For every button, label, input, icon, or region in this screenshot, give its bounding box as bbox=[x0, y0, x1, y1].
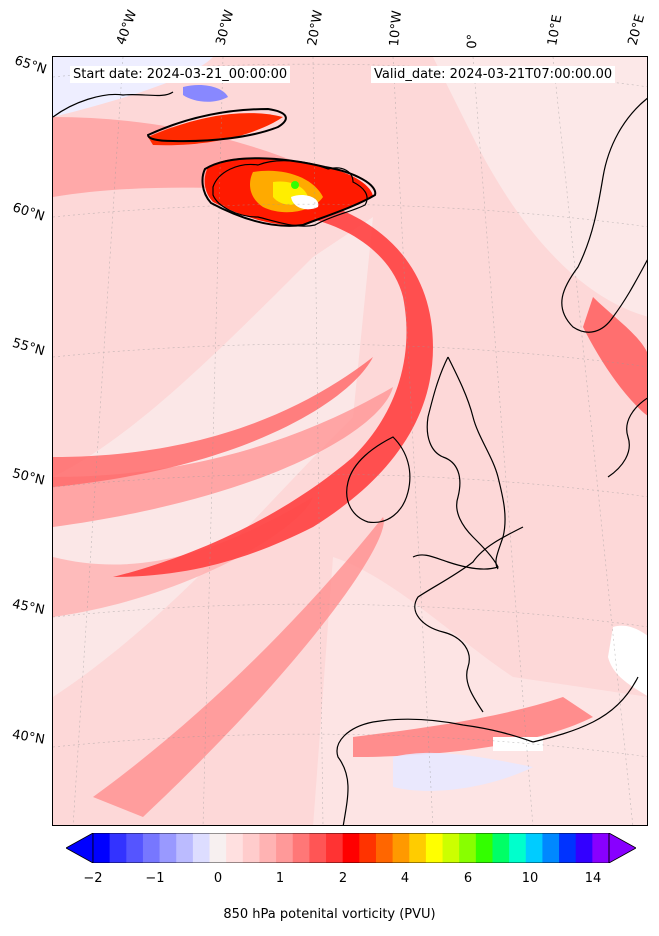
colorbar-swatch bbox=[192, 833, 211, 863]
lat-label-45n: 45°N bbox=[10, 596, 46, 619]
cb-tick: −2 bbox=[83, 871, 103, 886]
lon-label-10w: 10°W bbox=[387, 9, 406, 47]
colorbar-swatch bbox=[209, 833, 227, 863]
colorbar-swatch bbox=[575, 833, 593, 863]
colorbar-swatch bbox=[259, 833, 277, 863]
colorbar-swatch bbox=[142, 833, 161, 863]
colorbar-swatch bbox=[359, 833, 377, 863]
colorbar-border bbox=[92, 833, 610, 863]
cb-tick: −1 bbox=[145, 871, 165, 886]
colorbar-swatch bbox=[342, 833, 360, 863]
cb-tick: 1 bbox=[275, 871, 285, 886]
colorbar-swatch bbox=[276, 833, 294, 863]
lat-label-60n: 60°N bbox=[10, 200, 47, 225]
colorbar-swatch bbox=[459, 833, 477, 863]
colorbar-swatch bbox=[242, 833, 260, 863]
colorbar-swatch bbox=[309, 833, 327, 863]
lat-label-50n: 50°N bbox=[10, 466, 47, 489]
colorbar-swatch bbox=[226, 833, 244, 863]
colorbar-swatch bbox=[509, 833, 527, 863]
colorbar-swatch bbox=[109, 833, 127, 863]
colorbar-swatch bbox=[425, 833, 444, 863]
colorbar-swatch bbox=[475, 833, 493, 863]
lon-label-40w: 40°W bbox=[113, 8, 141, 47]
colorbar-swatch bbox=[176, 833, 194, 863]
colorbar-swatch bbox=[292, 833, 310, 863]
lon-label-10e: 10°E bbox=[545, 13, 566, 47]
colorbar-swatch bbox=[392, 833, 410, 863]
colorbar-swatch bbox=[93, 833, 111, 863]
colorbar-swatch bbox=[159, 833, 177, 863]
colorbar-swatch bbox=[592, 833, 610, 863]
colorbar-arrow-max bbox=[608, 833, 636, 863]
lat-label-40n: 40°N bbox=[10, 727, 46, 748]
map-panel bbox=[52, 56, 648, 826]
lat-label-55n: 55°N bbox=[10, 335, 47, 360]
start-date-label: Start date: 2024-03-21_00:00:00 bbox=[70, 66, 291, 83]
cb-tick: 6 bbox=[463, 871, 473, 886]
colorbar-swatch bbox=[525, 833, 543, 863]
cb-tick: 10 bbox=[521, 871, 539, 886]
colorbar-swatch bbox=[126, 833, 144, 863]
lon-label-20w: 20°W bbox=[305, 9, 327, 48]
colorbar-swatch bbox=[559, 833, 577, 863]
cb-tick: 0 bbox=[213, 871, 223, 886]
lon-label-20e: 20°E bbox=[625, 12, 649, 48]
colorbar-swatch bbox=[326, 833, 344, 863]
valid-date-label: Valid_date: 2024-03-21T07:00:00.00 bbox=[371, 66, 616, 83]
cb-tick: 4 bbox=[400, 871, 410, 886]
pv-colorbar bbox=[66, 833, 636, 863]
colorbar-swatch bbox=[442, 833, 460, 863]
colorbar-swatch bbox=[492, 833, 510, 863]
colorbar-label: 850 hPa potenital vorticity (PVU) bbox=[223, 907, 436, 922]
colorbar-swatch bbox=[542, 833, 560, 863]
cb-tick: 2 bbox=[338, 871, 348, 886]
lat-label-65n: 65°N bbox=[12, 53, 49, 78]
colorbar-arrow-min bbox=[66, 833, 94, 863]
colorbar-swatch bbox=[409, 833, 427, 863]
pv-field-map bbox=[53, 57, 647, 825]
colorbar-swatch bbox=[375, 833, 394, 863]
lon-label-30w: 30°W bbox=[213, 8, 238, 47]
cb-tick: 14 bbox=[584, 871, 602, 886]
lon-label-0: 0° bbox=[465, 33, 481, 49]
